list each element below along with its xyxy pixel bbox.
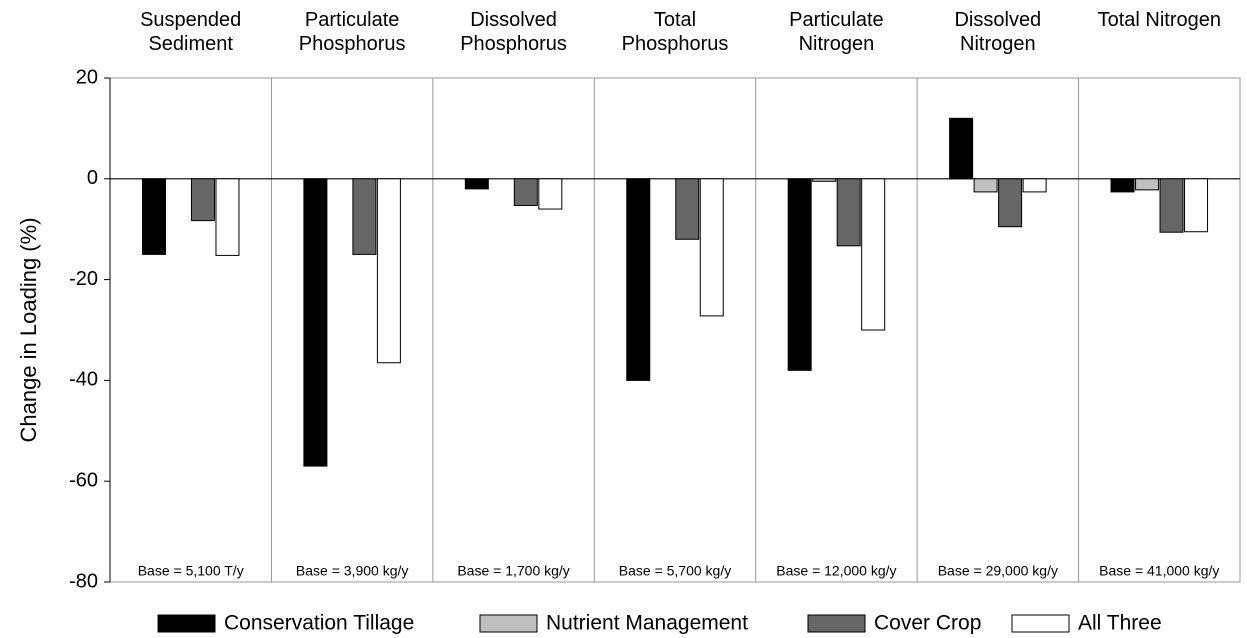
legend-label: All Three	[1078, 612, 1162, 635]
panel-title: Particulate Phosphorus	[298, 9, 406, 55]
legend-label: Conservation Tillage	[224, 612, 414, 635]
y-tick-label: 0	[87, 167, 98, 189]
bar	[675, 178, 700, 240]
y-axis-label: Change in Loading (%)	[16, 217, 41, 442]
bar	[626, 178, 651, 381]
bar	[538, 178, 563, 210]
y-tick-label: -20	[69, 268, 98, 290]
bar	[998, 178, 1023, 228]
legend-swatch	[807, 614, 866, 633]
panel-title: Suspended Sediment	[140, 9, 242, 55]
bar	[215, 178, 240, 256]
base-annotation: Base = 29,000 kg/y	[938, 563, 1058, 579]
bar	[1135, 178, 1160, 191]
base-annotation: Base = 3,900 kg/y	[296, 563, 408, 579]
legend-label: Cover Crop	[874, 612, 981, 635]
base-annotation: Base = 5,100 T/y	[138, 563, 244, 579]
legend-label: Nutrient Management	[546, 612, 748, 635]
base-annotation: Base = 1,700 kg/y	[457, 563, 569, 579]
bar	[513, 178, 538, 207]
bar	[1022, 178, 1047, 193]
bar	[699, 178, 724, 317]
bar	[973, 178, 998, 193]
y-tick-label: -60	[69, 469, 98, 491]
y-tick-label: -40	[69, 369, 98, 391]
bar	[464, 178, 489, 190]
bar	[787, 178, 812, 371]
bar	[376, 178, 401, 364]
bar	[352, 178, 377, 255]
panel-title: Total Nitrogen	[1097, 9, 1221, 31]
bar	[949, 117, 974, 180]
bar	[836, 178, 861, 247]
bar	[1184, 178, 1209, 233]
y-tick-label: -80	[69, 570, 98, 592]
bar	[861, 178, 886, 331]
panel-title: Dissolved Nitrogen	[954, 9, 1042, 55]
base-annotation: Base = 41,000 kg/y	[1099, 563, 1219, 579]
panel-title: Particulate Nitrogen	[789, 9, 884, 55]
legend-swatch	[479, 614, 538, 633]
bar	[1110, 178, 1135, 193]
bar	[1159, 178, 1184, 233]
panel-title: Total Phosphorus	[621, 9, 729, 55]
plot-frame	[109, 77, 1241, 583]
legend-swatch	[1011, 614, 1070, 633]
legend-swatch	[157, 614, 216, 633]
bar	[141, 178, 166, 255]
bar	[303, 178, 328, 467]
bar	[190, 178, 215, 222]
bar	[812, 178, 837, 182]
panel-title: Dissolved Phosphorus	[460, 9, 567, 55]
base-annotation: Base = 12,000 kg/y	[776, 563, 896, 579]
y-tick-label: 20	[76, 66, 98, 88]
base-annotation: Base = 5,700 kg/y	[619, 563, 731, 579]
